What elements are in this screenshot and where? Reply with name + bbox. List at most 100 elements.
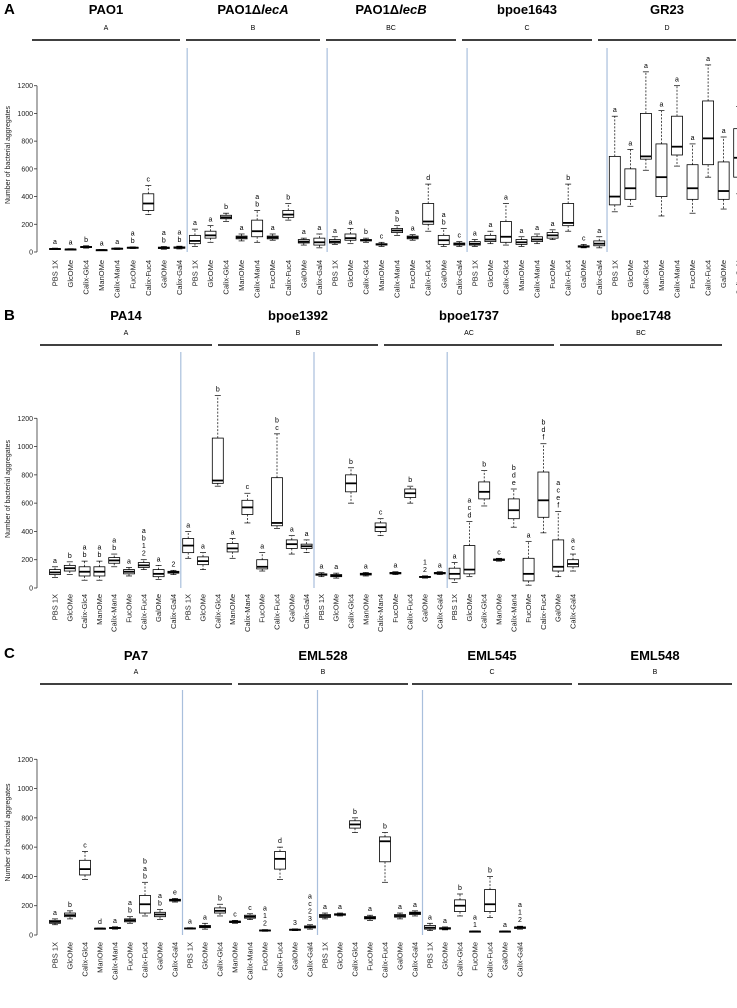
box-iqr [79,859,91,876]
category-label: Calix-Man4 [113,260,122,298]
category-label: GlcOMe [346,260,355,288]
significance-letter: e [556,495,560,502]
category-label: GalOMe [396,942,405,970]
box-plot: d Calix-Fuc4 [274,838,286,978]
significance-letter: 2 [518,917,522,924]
category-label: Calix-Man4 [533,260,542,298]
category-label: Calix-Glc4 [222,260,231,295]
significance-letter: d [426,175,430,182]
box-plot: a FucOMe [406,226,419,289]
significance-letter: a [520,228,524,235]
category-label: GalOMe [154,594,163,622]
box-plot: a ManOMe [95,241,108,291]
box-plot: a PBS 1X [608,107,621,286]
y-tick-label: 200 [21,903,33,910]
strain-title: bpoe1748 [611,308,671,323]
category-label: PBS 1X [190,260,199,286]
significance-letter: b [143,858,147,865]
category-label: ManOMe [517,260,526,291]
box-plot: ab Calix-Man4 [108,538,121,632]
category-label: PBS 1X [186,942,195,968]
significance-letter: a [157,556,161,563]
box-plot: a ManOMe [235,225,248,291]
significance-letter: a [128,900,132,907]
category-label: GlcOMe [332,594,341,622]
significance-letter: a [209,217,213,224]
significance-letter: b [364,229,368,236]
strain-title-main: bpoe1392 [268,308,328,323]
significance-letter: b [83,552,87,559]
significance-letter: a [443,918,447,925]
strain-title: PAO1ΔlecA [217,2,288,17]
category-label: Calix-Glc4 [82,260,91,295]
box-iqr [733,128,737,178]
strain-title: PAO1 [89,2,123,17]
strain-group: bpoe1392 Ba PBS 1X a GlcOMe b Calix-Glc4 a ManOM… [182,308,378,632]
box-plot: a Calix-Gal4 [409,902,421,977]
group-significance-letter: D [664,25,669,32]
significance-letter: a [115,239,119,246]
category-label: ManOMe [96,942,105,973]
category-label: FucOMe [548,260,557,289]
category-label: Calix-Fuc4 [424,260,433,296]
category-label: FucOMe [128,260,137,289]
box-plot: a Calix-Man4 [531,225,543,298]
significance-letter: 3 [293,920,297,927]
box-plot: c ManOMe [493,549,505,625]
category-label: Calix-Fuc4 [406,594,415,630]
significance-letter: c [582,235,586,242]
significance-letter: b [128,908,132,915]
category-label: Calix-Glc4 [347,594,356,629]
group-significance-letter: A [124,330,129,337]
group-significance-letter: C [489,669,494,676]
category-label: PBS 1X [426,942,435,968]
significance-letter: a [659,102,663,109]
box-plot: bdf Calix-Fuc4 [537,420,550,630]
box-plot: ab FucOMe [126,230,139,289]
box-plot: a PBS 1X [319,904,331,968]
category-label: Calix-Man4 [509,594,518,632]
significance-letter: b [216,387,220,394]
category-label: GalOMe [156,942,165,970]
significance-letter: a [260,544,264,551]
box-iqr [484,234,497,243]
box-plot: a PBS 1X [315,564,328,620]
category-label: Calix-Gal4 [306,942,315,977]
box-iqr [344,233,357,241]
box-plot: b Calix-Glc4 [80,237,92,295]
significance-letter: 1 [423,559,427,566]
significance-letter: b [131,238,135,245]
y-axis-label: Number of bacterial aggregates [5,105,12,204]
box-plot: a ManOMe [515,228,528,291]
strain-title: PA7 [124,648,148,663]
box-plot: 3 GalOMe [289,920,301,970]
category-label: Calix-Man4 [673,260,682,298]
category-label: ManOMe [228,594,237,625]
significance-letter: a [290,527,294,534]
group-significance-letter: B [296,330,301,337]
strain-title: EML545 [467,648,516,663]
strain-title-gene: lecB [399,2,426,17]
box-iqr [562,203,575,227]
significance-letter: a [53,910,57,917]
group-significance-letter: B [653,669,658,676]
significance-letter: a [305,531,309,538]
significance-letter: a [113,918,117,925]
box-iqr [507,498,520,520]
box-plot: c GalOMe [577,235,590,288]
y-tick-label: 600 [21,501,33,508]
significance-letter: a [131,230,135,237]
significance-letter: 2 [142,551,146,558]
box-iqr [189,234,201,245]
significance-letter: a [518,902,522,909]
box-plot: c Calix-Man4 [244,905,256,980]
significance-letter: a [127,558,131,565]
box-plot: d ManOMe [94,919,106,973]
box-plot: a Calix-Man4 [109,918,121,980]
strain-title-main: PA7 [124,648,148,663]
y-tick-label: 0 [29,933,33,940]
category-label: Calix-Fuc4 [284,260,293,296]
panel-c: C 0 200 400 600 800 1000 1200 Number of bacteria… [4,645,732,980]
